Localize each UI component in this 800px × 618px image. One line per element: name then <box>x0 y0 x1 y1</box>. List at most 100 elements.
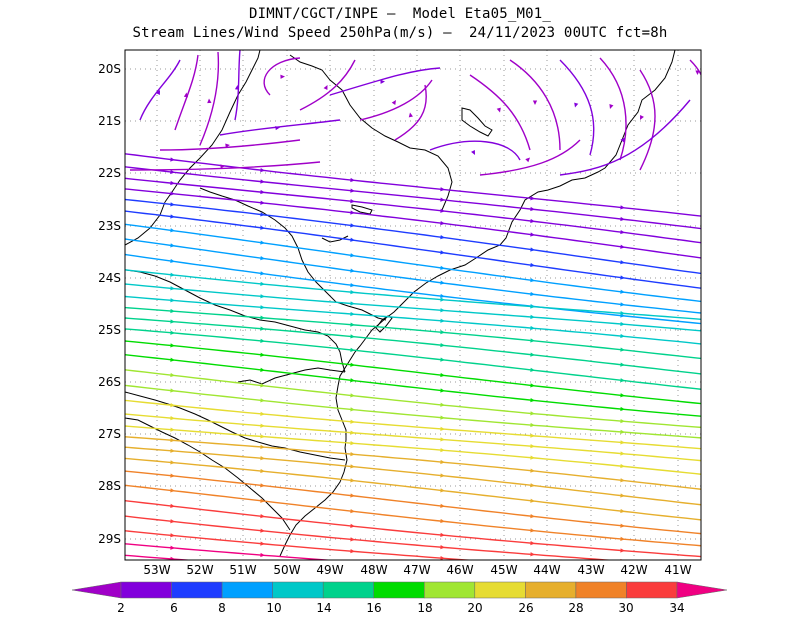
colorbar-tick-label: 10 <box>266 601 281 615</box>
flow-arrow <box>440 187 445 192</box>
lat-label: 23S <box>98 219 121 233</box>
flow-arrow <box>440 518 445 524</box>
colorbar-box <box>171 581 223 599</box>
flow-arrow <box>260 552 265 558</box>
flow-arrow <box>170 388 175 393</box>
streamline <box>125 295 701 345</box>
flow-arrow <box>471 150 475 155</box>
flow-arrow <box>530 232 535 237</box>
coastline-and-borders <box>125 50 676 557</box>
lon-label: 43W <box>577 563 604 577</box>
colorbar-box <box>272 581 324 599</box>
streamline <box>125 210 701 289</box>
flow-arrow <box>620 393 625 398</box>
flow-arrow <box>170 157 175 162</box>
flow-arrow <box>260 271 265 276</box>
streamline <box>125 283 701 332</box>
flow-arrow <box>440 447 445 453</box>
flow-arrow <box>350 199 355 204</box>
colorbar-labels: 2 6 8 10 14 16 18 20 26 28 30 34 <box>117 601 684 615</box>
flow-arrow <box>260 212 265 217</box>
streamline <box>394 84 427 141</box>
flow-arrow <box>695 70 700 75</box>
flow-arrow <box>530 483 535 488</box>
flow-arrow <box>170 473 175 478</box>
streamline <box>234 50 241 121</box>
flow-arrow <box>620 289 625 294</box>
colorbar-box <box>322 581 374 599</box>
flow-arrow <box>440 197 445 202</box>
flow-arrow <box>350 537 355 542</box>
streamlines <box>125 50 701 560</box>
lon-label: 50W <box>273 563 300 577</box>
flow-arrow <box>620 205 625 210</box>
flow-arrow <box>170 298 175 303</box>
lon-label: 44W <box>533 563 560 577</box>
streamline <box>559 59 595 156</box>
flow-arrow <box>350 311 355 317</box>
flow-arrow <box>620 440 625 445</box>
flow-arrow <box>260 315 265 320</box>
flow-arrow <box>620 429 625 435</box>
flow-arrow <box>440 473 445 478</box>
flow-arrow <box>530 540 535 546</box>
streamline <box>125 446 701 506</box>
flow-arrow <box>260 338 265 343</box>
flow-arrow <box>170 556 175 560</box>
flow-arrow <box>170 357 175 362</box>
flow-arrow <box>260 305 265 310</box>
flow-arrow <box>440 488 445 493</box>
flow-arrow <box>350 440 355 446</box>
flow-arrow <box>440 503 445 509</box>
flow-arrow <box>620 321 625 327</box>
flow-arrow <box>260 563 265 567</box>
colorbar-tick-label: 18 <box>417 601 432 615</box>
flow-arrow <box>530 291 535 297</box>
flow-arrow <box>440 437 445 442</box>
flow-arrow <box>350 188 355 193</box>
flow-arrow <box>260 398 265 403</box>
flow-arrow <box>350 478 355 483</box>
title-line-1: DIMNT/CGCT/INPE – Model Eta05_M01_ <box>248 6 551 22</box>
colorbar-tick-label: 16 <box>366 601 381 615</box>
flow-arrow <box>620 451 625 456</box>
flow-arrow <box>225 143 230 148</box>
streamline <box>299 59 356 111</box>
flow-arrow <box>440 342 445 348</box>
colorbar-tick-label: 6 <box>170 601 178 615</box>
flow-arrow <box>170 503 175 509</box>
lat-label: 20S <box>98 62 121 76</box>
flow-arrow <box>440 372 445 378</box>
flow-arrow <box>350 289 355 295</box>
flow-arrow <box>530 304 535 309</box>
lon-label: 51W <box>229 563 256 577</box>
colorbar <box>71 581 728 599</box>
flow-arrow <box>530 325 535 331</box>
flow-arrow <box>260 367 265 372</box>
flow-arrow <box>620 406 625 412</box>
flow-arrow <box>530 455 535 460</box>
flow-arrow <box>530 367 535 372</box>
flow-arrow <box>440 566 445 570</box>
flow-arrow <box>207 98 212 104</box>
flow-arrow <box>170 448 175 453</box>
lon-label: 41W <box>664 563 691 577</box>
flow-arrow <box>260 483 265 488</box>
lat-label: 21S <box>98 114 121 128</box>
flow-arrow <box>530 513 535 519</box>
flow-arrow <box>530 444 535 449</box>
colorbar-right-arrow <box>676 581 728 599</box>
streamline <box>125 153 701 217</box>
streamline <box>219 119 341 136</box>
flow-arrow <box>350 493 355 498</box>
flow-arrow <box>440 318 445 323</box>
title-line-2: Stream Lines/Wind Speed 250hPa(m/s) – 24… <box>132 25 668 41</box>
flow-arrow <box>260 255 265 261</box>
streamline <box>469 74 531 151</box>
flow-arrow <box>640 115 644 120</box>
flow-arrow <box>260 528 265 533</box>
streamline <box>559 99 691 176</box>
flow-arrow <box>350 549 355 554</box>
streamline <box>125 340 701 405</box>
flow-arrow <box>440 459 445 465</box>
